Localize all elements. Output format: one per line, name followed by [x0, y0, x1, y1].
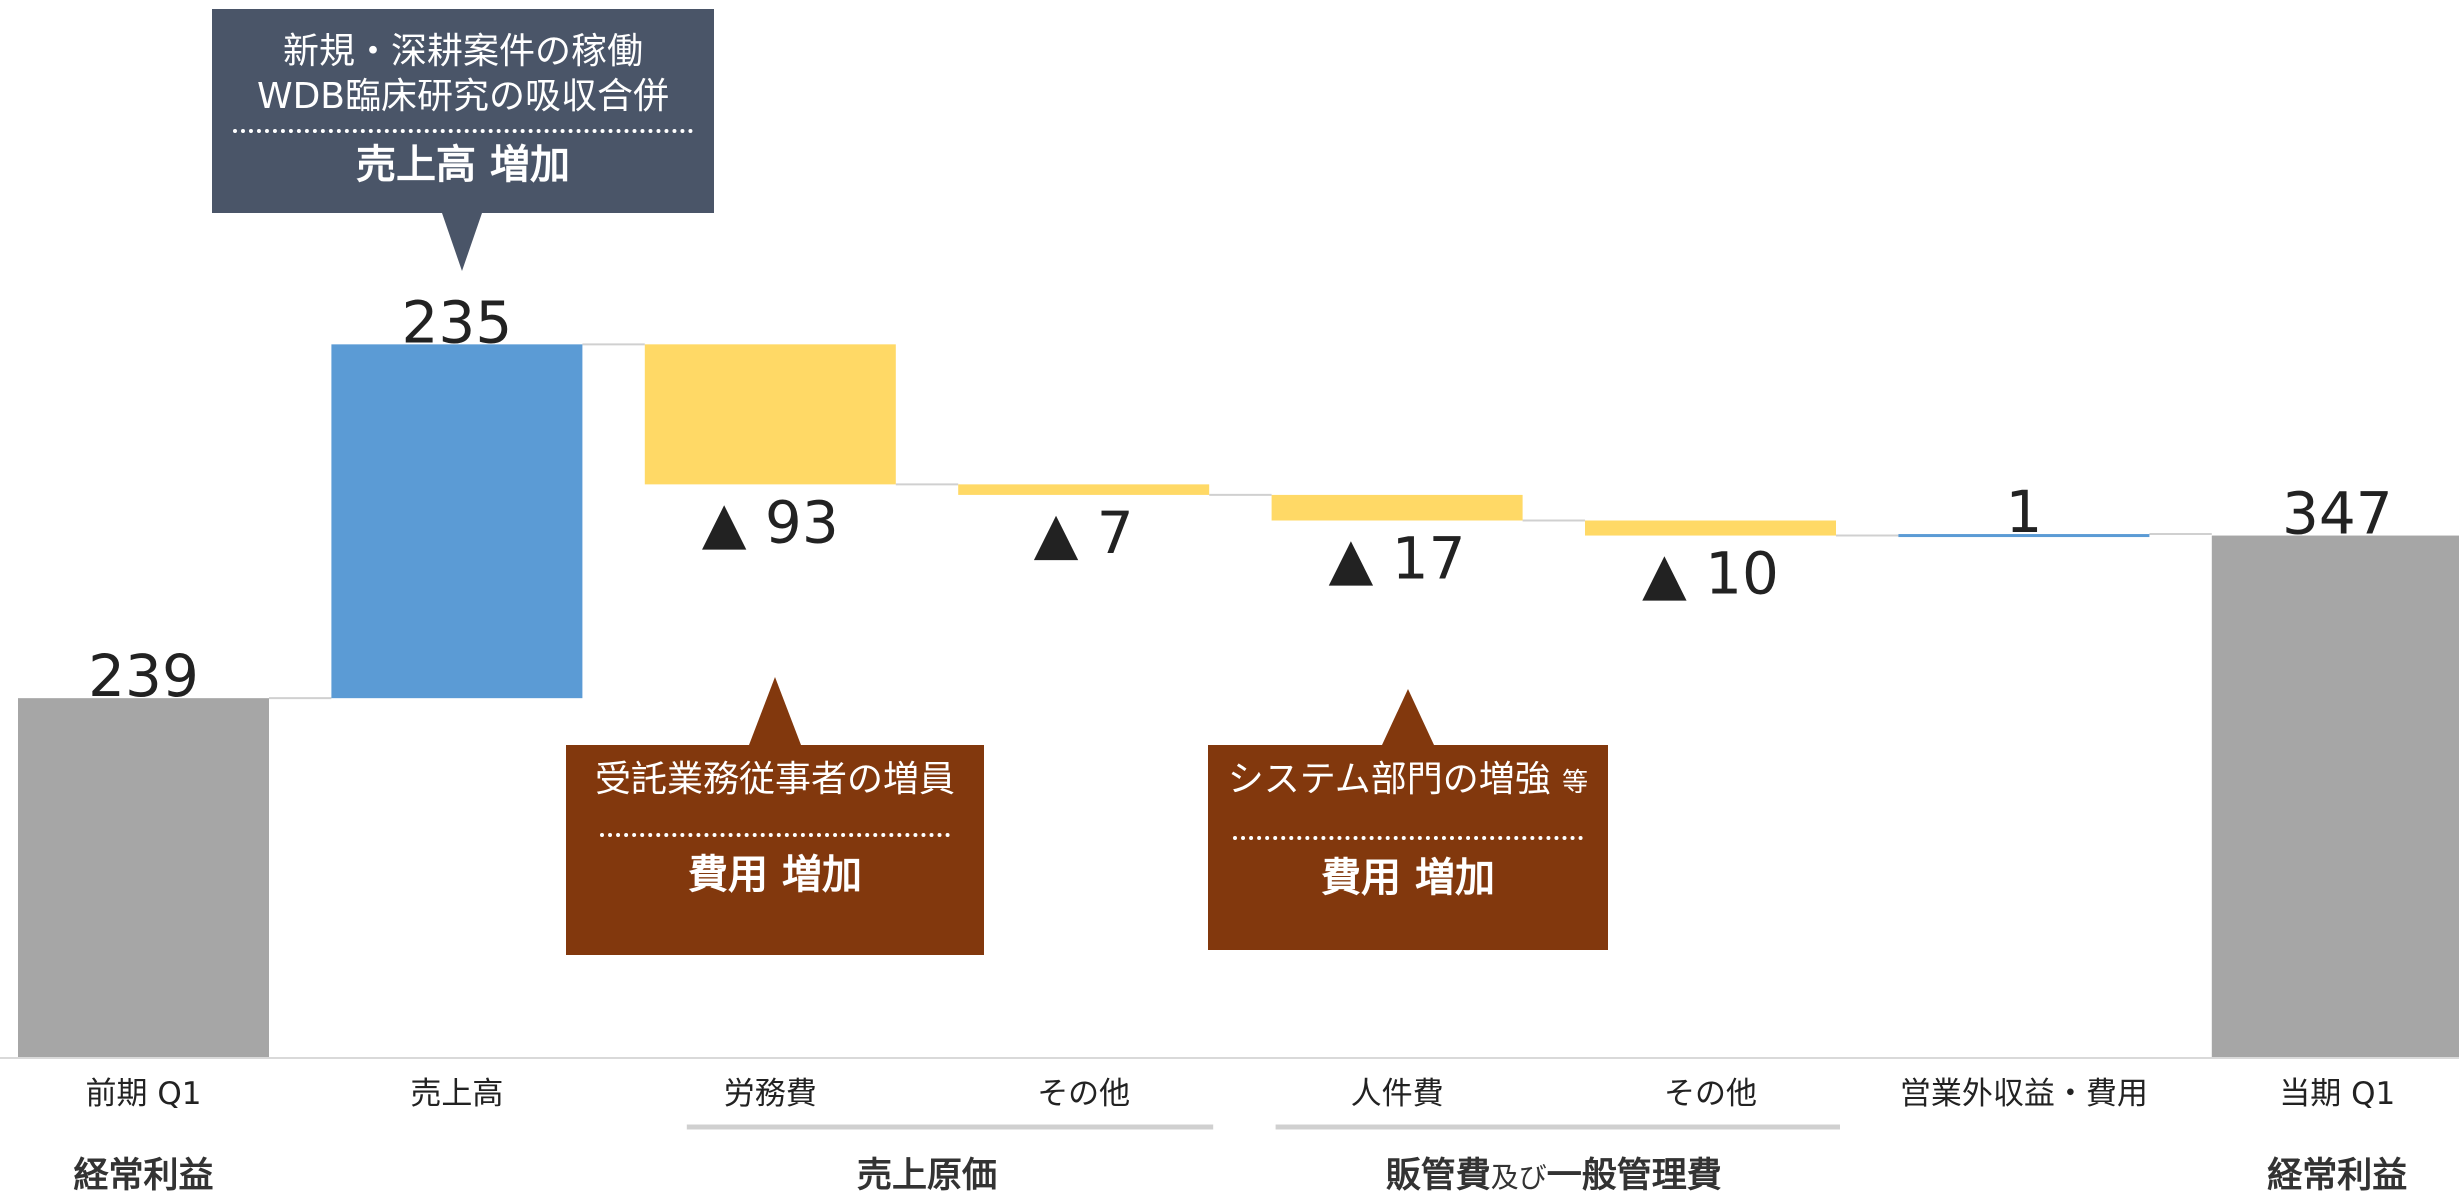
value-label: 1 [2005, 478, 2042, 546]
category-label: その他 [1664, 1076, 1757, 1112]
callout-suffix: 等 [1562, 768, 1589, 798]
callout-line: 新規・深耕案件の稼働 [282, 31, 643, 72]
category-labels: 前期 Q1 売上高 労務費 その他 人件費 その他 営業外収益・費用 当期 Q1 [86, 1076, 2396, 1112]
callout-line: システム部門の増強 等 [1208, 755, 1608, 808]
connector-lines [269, 343, 2212, 700]
value-labels: 239 235 ▲ 93 ▲ 7 ▲ 17 ▲ 10 1 347 [88, 288, 2393, 710]
callout-pointer [1382, 689, 1434, 745]
category-label: 人件費 [1351, 1076, 1444, 1112]
callout-pointer [749, 677, 801, 745]
bar-7 [1898, 534, 2150, 538]
callout-heading: 費用 増加 [1321, 855, 1495, 901]
group-labels: 経常利益 売上原価 販管費及び一般管理費 経常利益 [73, 1124, 2407, 1196]
value-label: ▲ 7 [1034, 499, 1134, 567]
bar-2 [331, 344, 583, 699]
callout-divider [600, 833, 950, 837]
callout-text: システム部門の増強 [1227, 759, 1551, 800]
bar-6 [1585, 520, 1836, 536]
callout-line: 受託業務従事者の増員 [594, 759, 955, 800]
value-label: 239 [88, 642, 199, 710]
callout-divider [233, 129, 693, 133]
bar-5 [1271, 494, 1523, 521]
callout-divider [1233, 836, 1583, 840]
value-label: ▲ 10 [1642, 540, 1779, 608]
callout-heading: 費用 増加 [688, 852, 862, 898]
callout-heading: 売上高 増加 [356, 142, 570, 188]
value-label: 235 [402, 288, 513, 356]
system-cost-callout: システム部門の増強 等 費用 増加 [1208, 689, 1608, 950]
value-label: ▲ 17 [1329, 525, 1466, 593]
callout-pointer [442, 213, 482, 271]
bars [18, 344, 2459, 1058]
group-label: 売上原価 [857, 1156, 997, 1196]
category-label: 前期 Q1 [86, 1076, 202, 1112]
bar-1 [18, 698, 269, 1058]
category-label: 労務費 [724, 1076, 817, 1112]
sales-increase-callout: 新規・深耕案件の稼働 WDB臨床研究の吸収合併 売上高 増加 [212, 9, 714, 271]
category-label: その他 [1037, 1076, 1130, 1112]
value-label: ▲ 93 [702, 488, 839, 556]
callout-line: WDB臨床研究の吸収合併 [256, 76, 669, 117]
bar-4 [958, 484, 1210, 495]
bar-8 [2211, 535, 2459, 1058]
labor-cost-callout: 受託業務従事者の増員 費用 増加 [566, 677, 984, 955]
bar-3 [644, 344, 896, 485]
category-label: 売上高 [410, 1076, 503, 1112]
category-label: 営業外収益・費用 [1900, 1076, 2148, 1112]
value-label: 347 [2282, 480, 2393, 548]
group-label: 経常利益 [2267, 1156, 2407, 1196]
group-label: 経常利益 [73, 1156, 213, 1196]
category-label: 当期 Q1 [2279, 1076, 2395, 1112]
group-label: 販管費及び一般管理費 [1386, 1156, 1722, 1196]
